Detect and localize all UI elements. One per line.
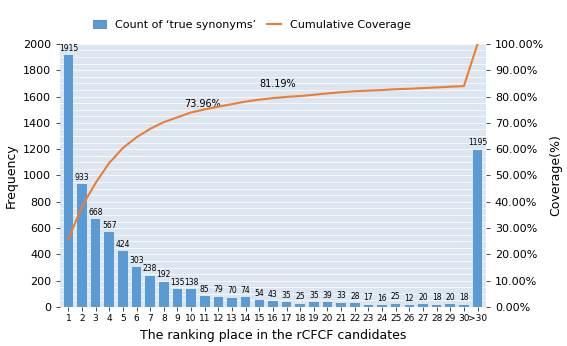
Text: 16: 16 [377,294,387,303]
Text: 668: 668 [88,208,103,217]
Text: 28: 28 [350,292,359,301]
Text: 135: 135 [170,278,185,287]
Bar [377,305,387,307]
Bar [200,296,210,307]
Bar [227,298,237,307]
Text: 20: 20 [446,293,455,302]
Bar [363,305,373,307]
Text: 424: 424 [116,240,130,249]
Bar [255,300,264,307]
Text: 85: 85 [200,284,210,293]
Text: 18: 18 [432,293,441,302]
Bar [391,304,400,307]
Bar [336,303,346,307]
Text: 54: 54 [255,289,264,298]
Text: 1195: 1195 [468,138,487,147]
Bar [214,297,223,307]
Text: 35: 35 [309,291,319,300]
Bar [432,305,441,307]
Bar [282,302,291,307]
Text: 25: 25 [295,292,305,301]
Text: 35: 35 [282,291,291,300]
Text: 138: 138 [184,277,198,286]
Text: 1915: 1915 [59,44,78,53]
Y-axis label: Frequency: Frequency [5,143,18,208]
Text: 303: 303 [129,256,144,265]
Text: 567: 567 [102,221,117,230]
Text: 70: 70 [227,286,237,295]
Text: 238: 238 [143,264,158,273]
Bar [64,55,73,307]
Text: 18: 18 [459,293,469,302]
Bar [295,304,305,307]
Bar [91,219,100,307]
Text: 17: 17 [363,293,373,302]
Text: 12: 12 [405,294,414,303]
Bar [459,305,469,307]
Text: 74: 74 [241,286,251,295]
Bar [173,289,182,307]
Text: 25: 25 [391,292,400,301]
Text: 43: 43 [268,290,278,299]
Bar [104,233,114,307]
Text: 79: 79 [214,285,223,294]
Legend: Count of ‘true synonyms’, Cumulative Coverage: Count of ‘true synonyms’, Cumulative Cov… [88,15,415,34]
Bar [159,282,168,307]
Text: 33: 33 [336,291,346,300]
Bar [118,251,128,307]
Bar [418,304,428,307]
Bar [350,303,359,307]
Text: 192: 192 [156,271,171,280]
Bar [405,306,414,307]
Text: 933: 933 [75,173,89,182]
Bar [309,302,319,307]
Bar [145,276,155,307]
X-axis label: The ranking place in the rCFCF candidates: The ranking place in the rCFCF candidate… [139,329,406,342]
Bar [323,302,332,307]
Bar [473,150,483,307]
Bar [268,301,278,307]
Bar [446,304,455,307]
Text: 73.96%: 73.96% [184,99,221,109]
Text: 39: 39 [323,291,332,300]
Text: 81.19%: 81.19% [259,79,296,89]
Bar [187,289,196,307]
Text: 20: 20 [418,293,428,302]
Bar [77,184,87,307]
Bar [132,267,141,307]
Y-axis label: Coverage(%): Coverage(%) [549,135,562,216]
Bar [241,297,251,307]
